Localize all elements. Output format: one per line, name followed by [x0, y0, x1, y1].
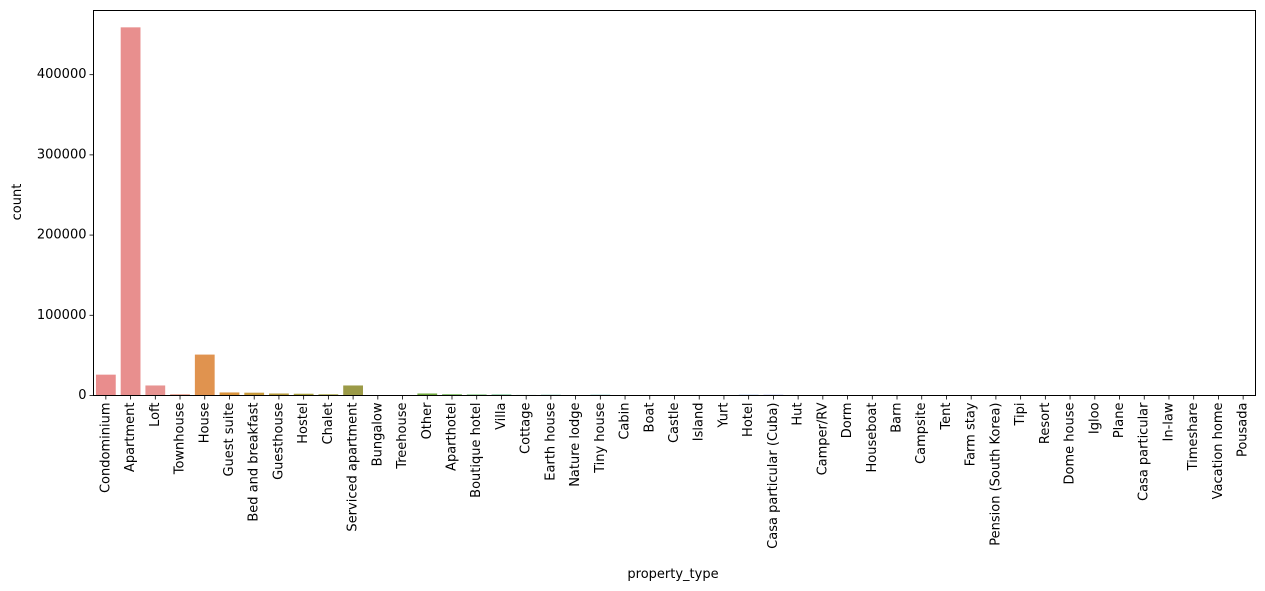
x-axis: Condominium Apartment Loft Townhouse House Gu… [98, 395, 1251, 549]
x-tick-label: Hut [791, 403, 806, 426]
bar [244, 392, 265, 396]
x-tick-label: Boutique hotel [469, 403, 484, 498]
x-tick-label: Cottage [519, 403, 534, 454]
y-tick-label: 0 [78, 388, 86, 403]
y-tick-label: 300000 [37, 147, 87, 162]
plot-frame [93, 10, 1256, 396]
x-tick-label: Serviced apartment [346, 403, 361, 532]
x-tick-label: Villa [494, 403, 509, 430]
x-tick-label: Other [420, 402, 435, 440]
bar [194, 354, 215, 396]
x-tick-label: Hotel [741, 403, 756, 437]
y-tick-label: 400000 [37, 67, 87, 82]
x-tick-label: Casa particular [1137, 402, 1152, 501]
bars [95, 27, 1254, 396]
x-tick-label: Tent [939, 403, 954, 431]
bar [145, 385, 166, 396]
x-tick-label: Island [692, 403, 707, 442]
bar [442, 394, 462, 396]
x-tick-label: Nature lodge [568, 403, 583, 487]
x-tick-label: Pousada [1236, 403, 1251, 458]
x-axis-label: property_type [627, 567, 718, 582]
x-tick-label: Cabin [618, 403, 633, 440]
x-tick-label: Dome house [1063, 403, 1078, 485]
x-tick-label: Guesthouse [271, 403, 286, 480]
x-tick-label: Treehouse [395, 403, 410, 470]
x-tick-label: Tiny house [593, 402, 608, 473]
x-tick-label: Plane [1112, 402, 1127, 438]
x-tick-label: Camper/RV [815, 402, 830, 475]
x-tick-label: Loft [148, 403, 163, 427]
x-tick-label: Boat [642, 403, 657, 433]
bar [170, 394, 190, 396]
x-tick-label: Castle [667, 403, 682, 444]
x-tick-label: Dorm [840, 403, 855, 439]
x-tick-label: Igloo [1087, 402, 1102, 434]
x-tick-label: Guest suite [222, 403, 237, 477]
y-tick-label: 200000 [37, 228, 87, 243]
x-tick-label: Hostel [296, 403, 311, 444]
y-axis-label: count [10, 184, 25, 221]
x-tick-label: Aparthotel [444, 403, 459, 471]
x-tick-label: Barn [890, 403, 905, 433]
x-tick-label: House [197, 403, 212, 444]
x-tick-label: Farm stay [964, 402, 979, 466]
x-tick-label: Vacation home [1211, 403, 1226, 500]
x-tick-label: Resort [1038, 403, 1053, 445]
bar [417, 393, 438, 396]
x-tick-label: Timeshare [1186, 403, 1201, 472]
x-tick-label: Condominium [98, 403, 113, 494]
y-axis: 0 100000 200000 300000 400000 [37, 67, 94, 403]
x-tick-label: Tipi [1013, 403, 1028, 427]
x-tick-label: Earth house [543, 403, 558, 481]
x-tick-label: Campsite [914, 403, 929, 464]
x-tick-label: In-law [1161, 402, 1176, 441]
bar [318, 394, 339, 396]
x-tick-label: Yurt [716, 403, 731, 429]
x-tick-label: Bed and breakfast [247, 403, 262, 522]
bar [95, 374, 116, 396]
x-tick-label: Casa particular (Cuba) [766, 403, 781, 549]
x-tick-label: Chalet [321, 403, 336, 445]
x-tick-label: Townhouse [173, 403, 188, 476]
y-tick-label: 100000 [37, 308, 87, 323]
bar [219, 392, 240, 396]
x-tick-label: Apartment [123, 403, 138, 473]
bar [120, 27, 141, 396]
bar [269, 393, 289, 396]
x-tick-label: Pension (South Korea) [988, 403, 1003, 546]
x-tick-label: Houseboat [865, 403, 880, 473]
bar [293, 393, 314, 396]
bar [343, 385, 363, 396]
x-tick-label: Bungalow [370, 402, 385, 466]
